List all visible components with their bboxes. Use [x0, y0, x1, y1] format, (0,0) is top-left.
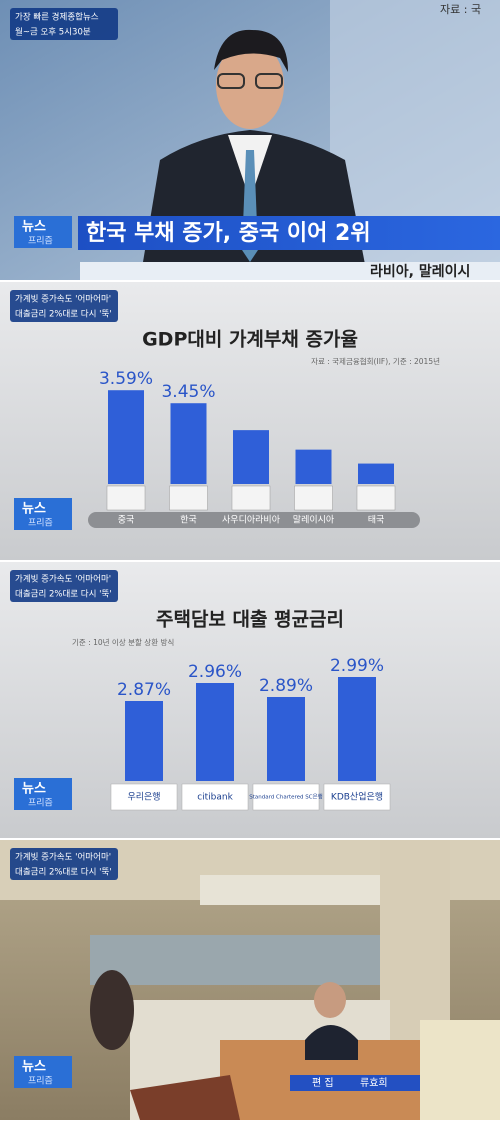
promo-text: 대출금리 2%대로 다시 '뚝': [15, 309, 112, 320]
value-label: 2.87%: [117, 680, 171, 700]
chart-title: 주택담보 대출 평균금리: [156, 609, 344, 631]
promo-text: 월~금 오후 5시30분: [15, 27, 91, 38]
logo-title: 뉴스: [22, 502, 46, 517]
flag: [169, 485, 208, 511]
category-label: citibank: [197, 793, 233, 803]
bank-logo-box: [181, 783, 249, 811]
headline: 한국 부채 증가, 중국 이어 2위: [86, 221, 371, 246]
bank-logo-box: [252, 783, 320, 811]
promo-text: 가계빚 증가속도 '어마어마': [15, 294, 111, 305]
bar: [233, 430, 269, 484]
bar: [295, 449, 332, 484]
promo-box: [10, 8, 118, 40]
promo-text: 대출금리 2%대로 다시 '뚝': [15, 589, 112, 600]
flag: [106, 485, 146, 511]
promo-text: 가계빚 증가속도 '어마어마': [15, 852, 111, 863]
category-label: 말레이시아: [293, 514, 335, 526]
source-fragment: 자료 : 국: [440, 3, 481, 16]
bar: [170, 403, 207, 484]
bank-logo-box: [323, 783, 391, 811]
flag: [294, 485, 333, 511]
bar: [267, 697, 305, 781]
bank-logo-box: [110, 783, 178, 811]
promo-text: 가계빚 증가속도 '어마어마': [15, 574, 111, 585]
promo-box: [10, 570, 118, 602]
promo-box: [10, 848, 118, 880]
promo-text: 대출금리 2%대로 다시 '뚝': [15, 867, 112, 878]
category-label: 태국: [368, 515, 385, 526]
credit-role: 편 집: [312, 1077, 334, 1089]
chart-note: 자료 : 국제금융협회(IIF), 기준 : 2015년: [311, 356, 440, 366]
logo-title: 뉴스: [22, 1060, 46, 1075]
logo-box: [14, 216, 72, 248]
bar: [125, 701, 163, 781]
logo-title: 뉴스: [22, 220, 46, 235]
logo-box: [14, 1056, 72, 1088]
promo-box: [10, 290, 118, 322]
logo-sub: 프리즘: [28, 798, 53, 809]
value-label: 2.99%: [330, 656, 384, 676]
value-label: 3.45%: [161, 382, 215, 402]
logo-title: 뉴스: [22, 782, 46, 797]
chart-note: 기준 : 10년 이상 분할 상환 방식: [72, 637, 174, 647]
logo-box: [14, 778, 72, 810]
background-screen: [80, 262, 500, 280]
credit-box: [290, 1075, 420, 1091]
frame-3-bg: [0, 562, 500, 838]
bar: [358, 463, 394, 484]
value-label: 3.59%: [99, 369, 153, 389]
category-strip: [88, 512, 420, 528]
chart-title: GDP대비 가계부채 증가율: [142, 329, 358, 351]
logo-box: [14, 498, 72, 530]
category-label: Standard Chartered SC은행: [249, 793, 322, 801]
category-label: 한국: [180, 515, 197, 526]
flag: [231, 485, 271, 511]
value-label: 2.89%: [259, 676, 313, 696]
category-label: 중국: [118, 515, 135, 526]
credit-name: 류효희: [360, 1077, 388, 1089]
category-label: 우리은행: [127, 791, 160, 803]
category-label: KDB산업은행: [331, 791, 383, 803]
headline-banner: [78, 216, 500, 250]
logo-sub: 프리즘: [28, 1076, 53, 1087]
category-label: 사우디아라비아: [222, 515, 281, 526]
background-text: 라비아, 말레이시: [370, 263, 470, 280]
bar: [338, 677, 376, 781]
logo-sub: 프리즘: [28, 518, 53, 529]
logo-sub: 프리즘: [28, 236, 53, 247]
bar: [196, 683, 234, 781]
bar: [108, 390, 144, 484]
promo-text: 가장 빠른 경제종합뉴스: [15, 12, 99, 23]
value-label: 2.96%: [188, 662, 242, 682]
flag: [356, 485, 396, 511]
